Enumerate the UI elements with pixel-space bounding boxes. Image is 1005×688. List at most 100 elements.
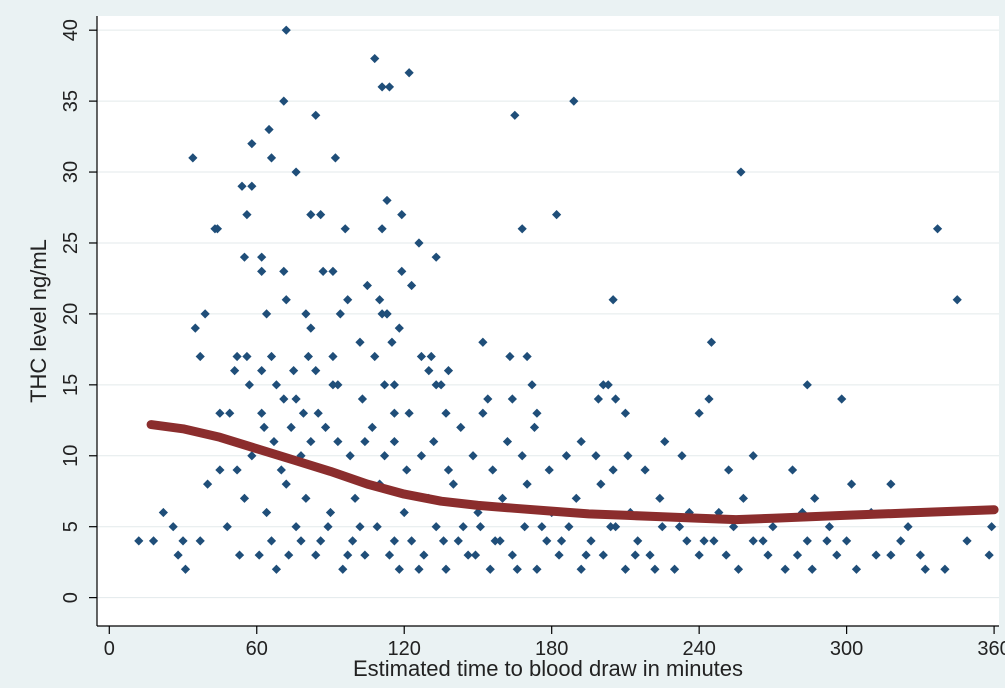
data-point [404,68,414,78]
data-point [281,479,291,489]
data-point [576,564,586,574]
data-point [311,110,321,120]
data-point [721,550,731,560]
data-point [645,550,655,560]
data-point [598,380,608,390]
data-point [225,408,235,418]
data-point [402,465,412,475]
data-point [333,436,343,447]
data-point [330,153,341,163]
data-point [768,522,778,532]
data-point [497,493,508,503]
data-point [598,550,608,560]
data-point [431,522,441,532]
data-point [264,124,274,135]
data-point [318,266,328,276]
data-point [512,564,522,574]
data-point [234,550,245,560]
data-point [520,522,530,532]
data-point [345,451,355,461]
y-tick-label: 25 [60,232,82,254]
data-point [291,394,301,404]
data-point [269,436,279,447]
data-point [301,309,311,319]
data-point [571,493,581,503]
data-point [360,550,370,560]
data-point [448,479,458,489]
data-point [932,224,943,234]
data-point [694,550,704,560]
data-point [367,422,377,432]
data-point [443,366,454,376]
data-point [952,295,962,305]
y-tick-label: 5 [60,521,82,532]
data-point [257,408,267,418]
data-point [655,493,665,503]
y-tick-label: 20 [60,303,82,325]
data-point [306,436,316,447]
data-point [443,465,454,475]
data-point [343,550,353,560]
data-point [488,465,498,475]
data-point [355,522,365,532]
data-point [257,266,267,276]
data-point [802,536,812,546]
data-point [532,564,542,574]
data-point [586,536,596,546]
data-point [384,82,395,92]
data-point [650,564,660,574]
data-point [306,323,316,333]
data-point [311,366,321,376]
data-point [298,408,309,418]
data-point [620,408,631,418]
data-point [360,436,370,447]
data-point [414,238,424,248]
data-point [483,394,493,404]
data-point [495,536,505,546]
data-point [564,522,574,532]
plot-area [97,16,999,626]
data-point [529,422,540,432]
data-point [915,550,925,560]
data-point [896,536,906,546]
data-point [569,96,579,106]
data-point [532,408,542,418]
data-point [338,564,348,574]
data-point [237,181,247,191]
data-point [266,153,277,163]
data-point [247,451,257,461]
x-axis-label: Estimated time to blood draw in minutes [353,656,743,681]
data-point [780,564,790,574]
data-point [424,366,434,376]
data-point [478,337,488,347]
data-point [640,465,650,475]
data-point [505,351,515,362]
data-point [458,522,468,532]
data-point [507,394,517,404]
data-point [537,522,547,532]
data-point [485,564,495,574]
data-point [748,536,758,546]
data-point [232,351,242,362]
data-point [200,309,210,319]
data-point [247,139,257,149]
data-point [340,224,350,234]
data-point [296,536,306,546]
data-point [328,380,338,390]
data-point [441,564,451,574]
data-point [188,153,198,163]
data-point [438,536,449,546]
data-point [542,536,552,546]
data-point [379,451,390,461]
data-point [962,536,972,546]
data-point [596,479,606,489]
data-point [669,564,680,574]
data-point [429,436,439,447]
x-tick-label: 120 [388,638,421,660]
data-point [279,266,289,276]
data-point [313,408,323,418]
data-point [674,522,685,532]
data-point [325,507,336,518]
data-point [608,465,618,475]
data-point [633,536,643,546]
